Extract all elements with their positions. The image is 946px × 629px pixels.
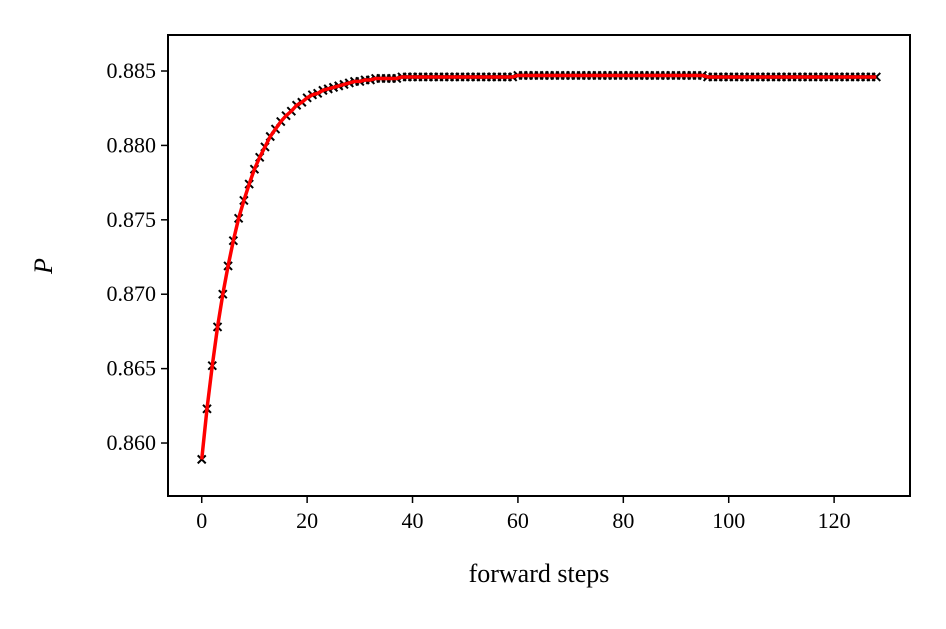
y-tick-label: 0.880 <box>107 132 157 157</box>
x-tick-label: 60 <box>507 508 529 533</box>
y-tick-label: 0.870 <box>107 281 157 306</box>
y-tick-label: 0.865 <box>107 356 157 381</box>
y-tick-label: 0.885 <box>107 58 157 83</box>
y-axis-label: P <box>29 258 58 275</box>
line <box>199 73 877 460</box>
x-tick-label: 80 <box>612 508 634 533</box>
x-tick-label: 120 <box>818 508 851 533</box>
y-tick-label: 0.875 <box>107 207 157 232</box>
marker <box>871 72 881 82</box>
x-tick-label: 20 <box>296 508 318 533</box>
marker <box>197 454 207 465</box>
x-axis-label: forward steps <box>469 559 610 588</box>
plot-frame <box>167 34 911 497</box>
x-tick-label: 40 <box>402 508 424 533</box>
y-tick-label: 0.860 <box>107 430 157 455</box>
x-tick-label: 0 <box>196 508 207 533</box>
x-tick-label: 100 <box>712 508 745 533</box>
